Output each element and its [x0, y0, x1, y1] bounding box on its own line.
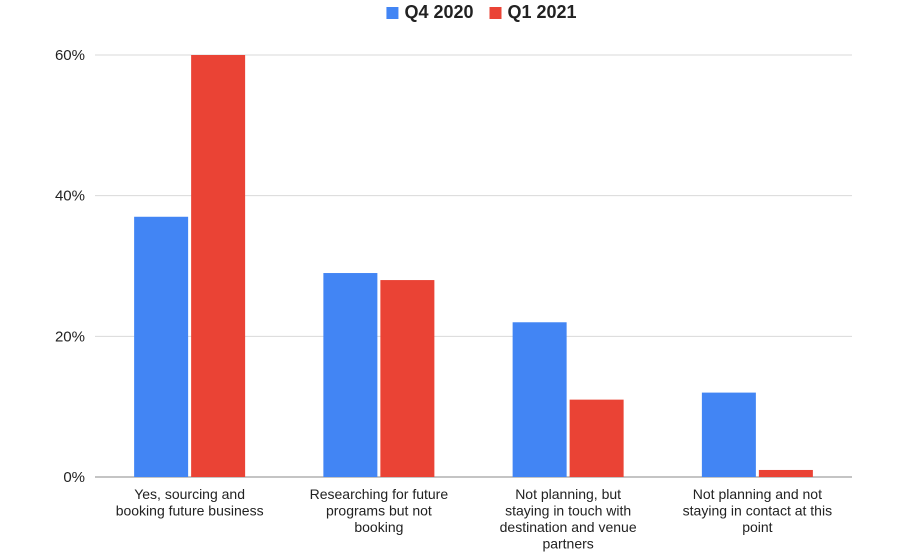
x-category-label: booking — [354, 519, 403, 535]
x-category-label: Not planning, but — [515, 486, 621, 502]
x-category-label: staying in contact at this — [683, 503, 832, 519]
legend-item: Q1 2021 — [489, 2, 577, 22]
x-category-label: staying in touch with — [505, 503, 631, 519]
x-category-label: Researching for future — [310, 486, 449, 502]
bar-q4-2020 — [701, 392, 756, 477]
bar-q1-2021 — [758, 469, 813, 477]
bar-q1-2021 — [380, 280, 435, 477]
legend-item: Q4 2020 — [386, 2, 474, 22]
legend-swatch — [489, 7, 502, 19]
bar-q4-2020 — [134, 216, 189, 477]
y-tick-label: 20% — [55, 328, 85, 345]
x-category-label: destination and venue — [500, 519, 637, 535]
bar-q4-2020 — [512, 322, 567, 477]
x-category-label: partners — [542, 536, 593, 552]
legend-label: Q4 2020 — [404, 2, 473, 22]
bar-q1-2021 — [191, 55, 246, 477]
legend-swatch — [386, 7, 399, 19]
legend-label: Q1 2021 — [508, 2, 577, 22]
y-tick-label: 60% — [55, 47, 85, 64]
x-category-label: programs but not — [326, 503, 432, 519]
bar-q1-2021 — [569, 399, 624, 477]
x-category-label: booking future business — [116, 503, 264, 519]
x-category-label: Not planning and not — [693, 486, 822, 502]
y-tick-label: 40% — [55, 188, 85, 205]
y-tick-label: 0% — [63, 469, 85, 486]
bar-q4-2020 — [323, 273, 378, 477]
x-category-label: point — [742, 519, 772, 535]
x-category-label: Yes, sourcing and — [134, 486, 245, 502]
